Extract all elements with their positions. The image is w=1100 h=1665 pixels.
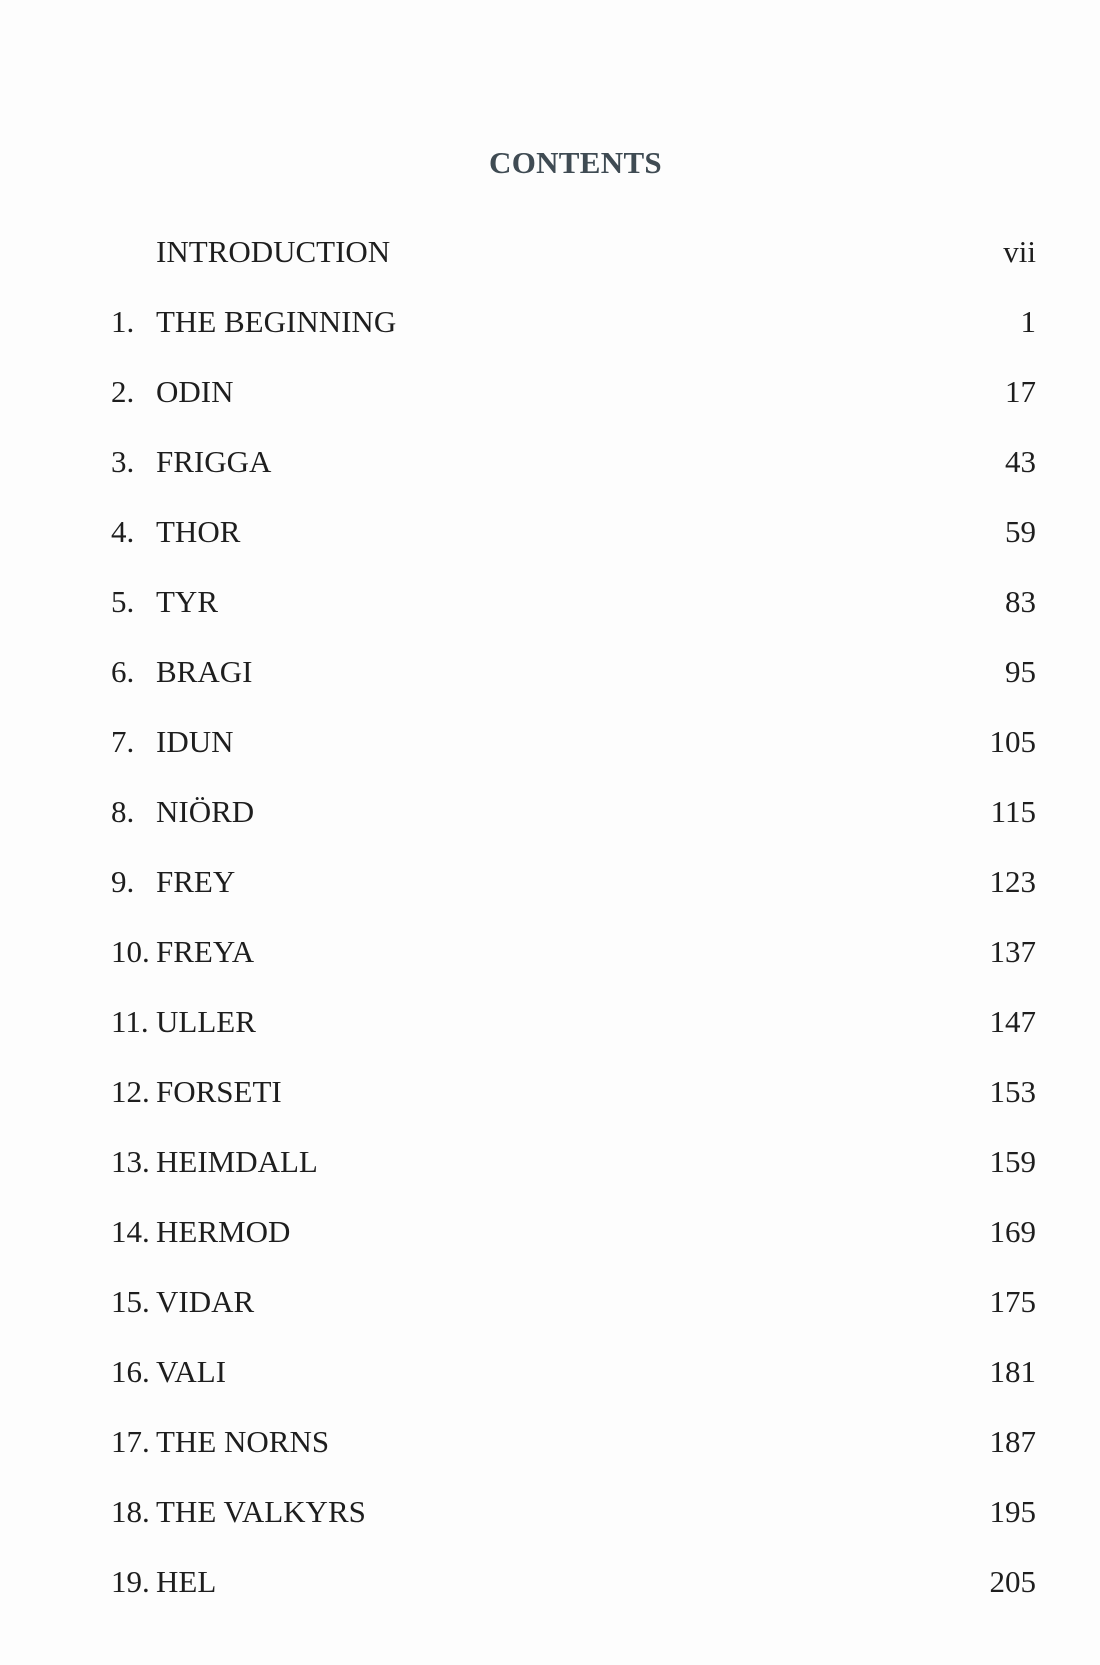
entry-number: 19. bbox=[111, 1564, 150, 1599]
entry-number: 16. bbox=[111, 1354, 150, 1389]
entry-title: INTRODUCTION bbox=[156, 234, 391, 269]
toc-entry: 14. HERMOD 169 bbox=[0, 1214, 1100, 1254]
entry-title: FORSETI bbox=[156, 1074, 282, 1109]
entry-page: 153 bbox=[989, 1074, 1037, 1109]
toc-entry: 15. VIDAR 175 bbox=[0, 1284, 1100, 1324]
entry-title: ODIN bbox=[156, 374, 234, 409]
entry-number: 12. bbox=[111, 1074, 150, 1109]
entry-number: 5. bbox=[111, 584, 135, 619]
entry-page: vii bbox=[1003, 234, 1036, 269]
entry-title: HEIMDALL bbox=[156, 1144, 318, 1179]
entry-title: THE VALKYRS bbox=[156, 1494, 366, 1529]
toc-entry: 16. VALI 181 bbox=[0, 1354, 1100, 1394]
entry-number: 11. bbox=[111, 1004, 149, 1039]
entry-number: 6. bbox=[111, 654, 135, 689]
toc-entry: INTRODUCTION vii bbox=[0, 234, 1100, 274]
entry-title: THE BEGINNING bbox=[156, 304, 397, 339]
toc-entry: 8. NIÖRD 115 bbox=[0, 794, 1100, 834]
entry-number: 4. bbox=[111, 514, 135, 549]
entry-title: ULLER bbox=[156, 1004, 256, 1039]
toc-entry: 6. BRAGI 95 bbox=[0, 654, 1100, 694]
entry-page: 1 bbox=[1020, 304, 1037, 339]
toc-entry: 17. THE NORNS 187 bbox=[0, 1424, 1100, 1464]
entry-page: 147 bbox=[989, 1004, 1037, 1039]
toc-entry: 9. FREY 123 bbox=[0, 864, 1100, 904]
entry-page: 159 bbox=[989, 1144, 1037, 1179]
toc-entry: 1. THE BEGINNING 1 bbox=[0, 304, 1100, 344]
entry-title: HERMOD bbox=[156, 1214, 291, 1249]
entry-title: FRIGGA bbox=[156, 444, 272, 479]
toc-entry: 18. THE VALKYRS 195 bbox=[0, 1494, 1100, 1534]
entry-number: 8. bbox=[111, 794, 135, 829]
toc-entry: 19. HEL 205 bbox=[0, 1564, 1100, 1604]
entry-title: THOR bbox=[156, 514, 241, 549]
toc-entry: 2. ODIN 17 bbox=[0, 374, 1100, 414]
entry-number: 18. bbox=[111, 1494, 150, 1529]
entry-page: 105 bbox=[989, 724, 1037, 759]
entry-page: 195 bbox=[989, 1494, 1037, 1529]
toc-entry: 11. ULLER 147 bbox=[0, 1004, 1100, 1044]
toc-entry: 5. TYR 83 bbox=[0, 584, 1100, 624]
entry-number: 15. bbox=[111, 1284, 150, 1319]
entry-number: 14. bbox=[111, 1214, 150, 1249]
page-title: CONTENTS bbox=[489, 145, 662, 180]
entry-page: 169 bbox=[989, 1214, 1037, 1249]
entry-title: BRAGI bbox=[156, 654, 253, 689]
entry-page: 43 bbox=[1005, 444, 1036, 479]
toc-entry: 12. FORSETI 153 bbox=[0, 1074, 1100, 1114]
toc-entry: 13. HEIMDALL 159 bbox=[0, 1144, 1100, 1184]
entry-number: 9. bbox=[111, 864, 135, 899]
entry-number: 17. bbox=[111, 1424, 150, 1459]
entry-page: 205 bbox=[989, 1564, 1037, 1599]
toc-entry: 3. FRIGGA 43 bbox=[0, 444, 1100, 484]
entry-number: 7. bbox=[111, 724, 135, 759]
toc-entry: 7. IDUN 105 bbox=[0, 724, 1100, 764]
entry-page: 137 bbox=[989, 934, 1037, 969]
entry-title: FREY bbox=[156, 864, 236, 899]
entry-title: IDUN bbox=[156, 724, 234, 759]
entry-title: VALI bbox=[156, 1354, 227, 1389]
entry-number: 3. bbox=[111, 444, 135, 479]
toc-entry: 4. THOR 59 bbox=[0, 514, 1100, 554]
toc-entry: 10. FREYA 137 bbox=[0, 934, 1100, 974]
entry-number: 13. bbox=[111, 1144, 150, 1179]
entry-page: 17 bbox=[1005, 374, 1036, 409]
entry-title: HEL bbox=[156, 1564, 217, 1599]
entry-title: VIDAR bbox=[156, 1284, 255, 1319]
entry-page: 181 bbox=[989, 1354, 1037, 1389]
entry-title: THE NORNS bbox=[156, 1424, 330, 1459]
entry-page: 123 bbox=[989, 864, 1037, 899]
entry-page: 59 bbox=[1005, 514, 1036, 549]
entry-number: 10. bbox=[111, 934, 150, 969]
entry-page: 115 bbox=[990, 794, 1036, 829]
entry-number: 2. bbox=[111, 374, 135, 409]
entry-number: 1. bbox=[111, 304, 135, 339]
entry-page: 95 bbox=[1005, 654, 1036, 689]
entry-title: TYR bbox=[156, 584, 218, 619]
entry-page: 83 bbox=[1005, 584, 1036, 619]
entry-page: 175 bbox=[989, 1284, 1037, 1319]
entry-page: 187 bbox=[989, 1424, 1037, 1459]
entry-title: NIÖRD bbox=[156, 794, 255, 829]
entry-title: FREYA bbox=[156, 934, 255, 969]
